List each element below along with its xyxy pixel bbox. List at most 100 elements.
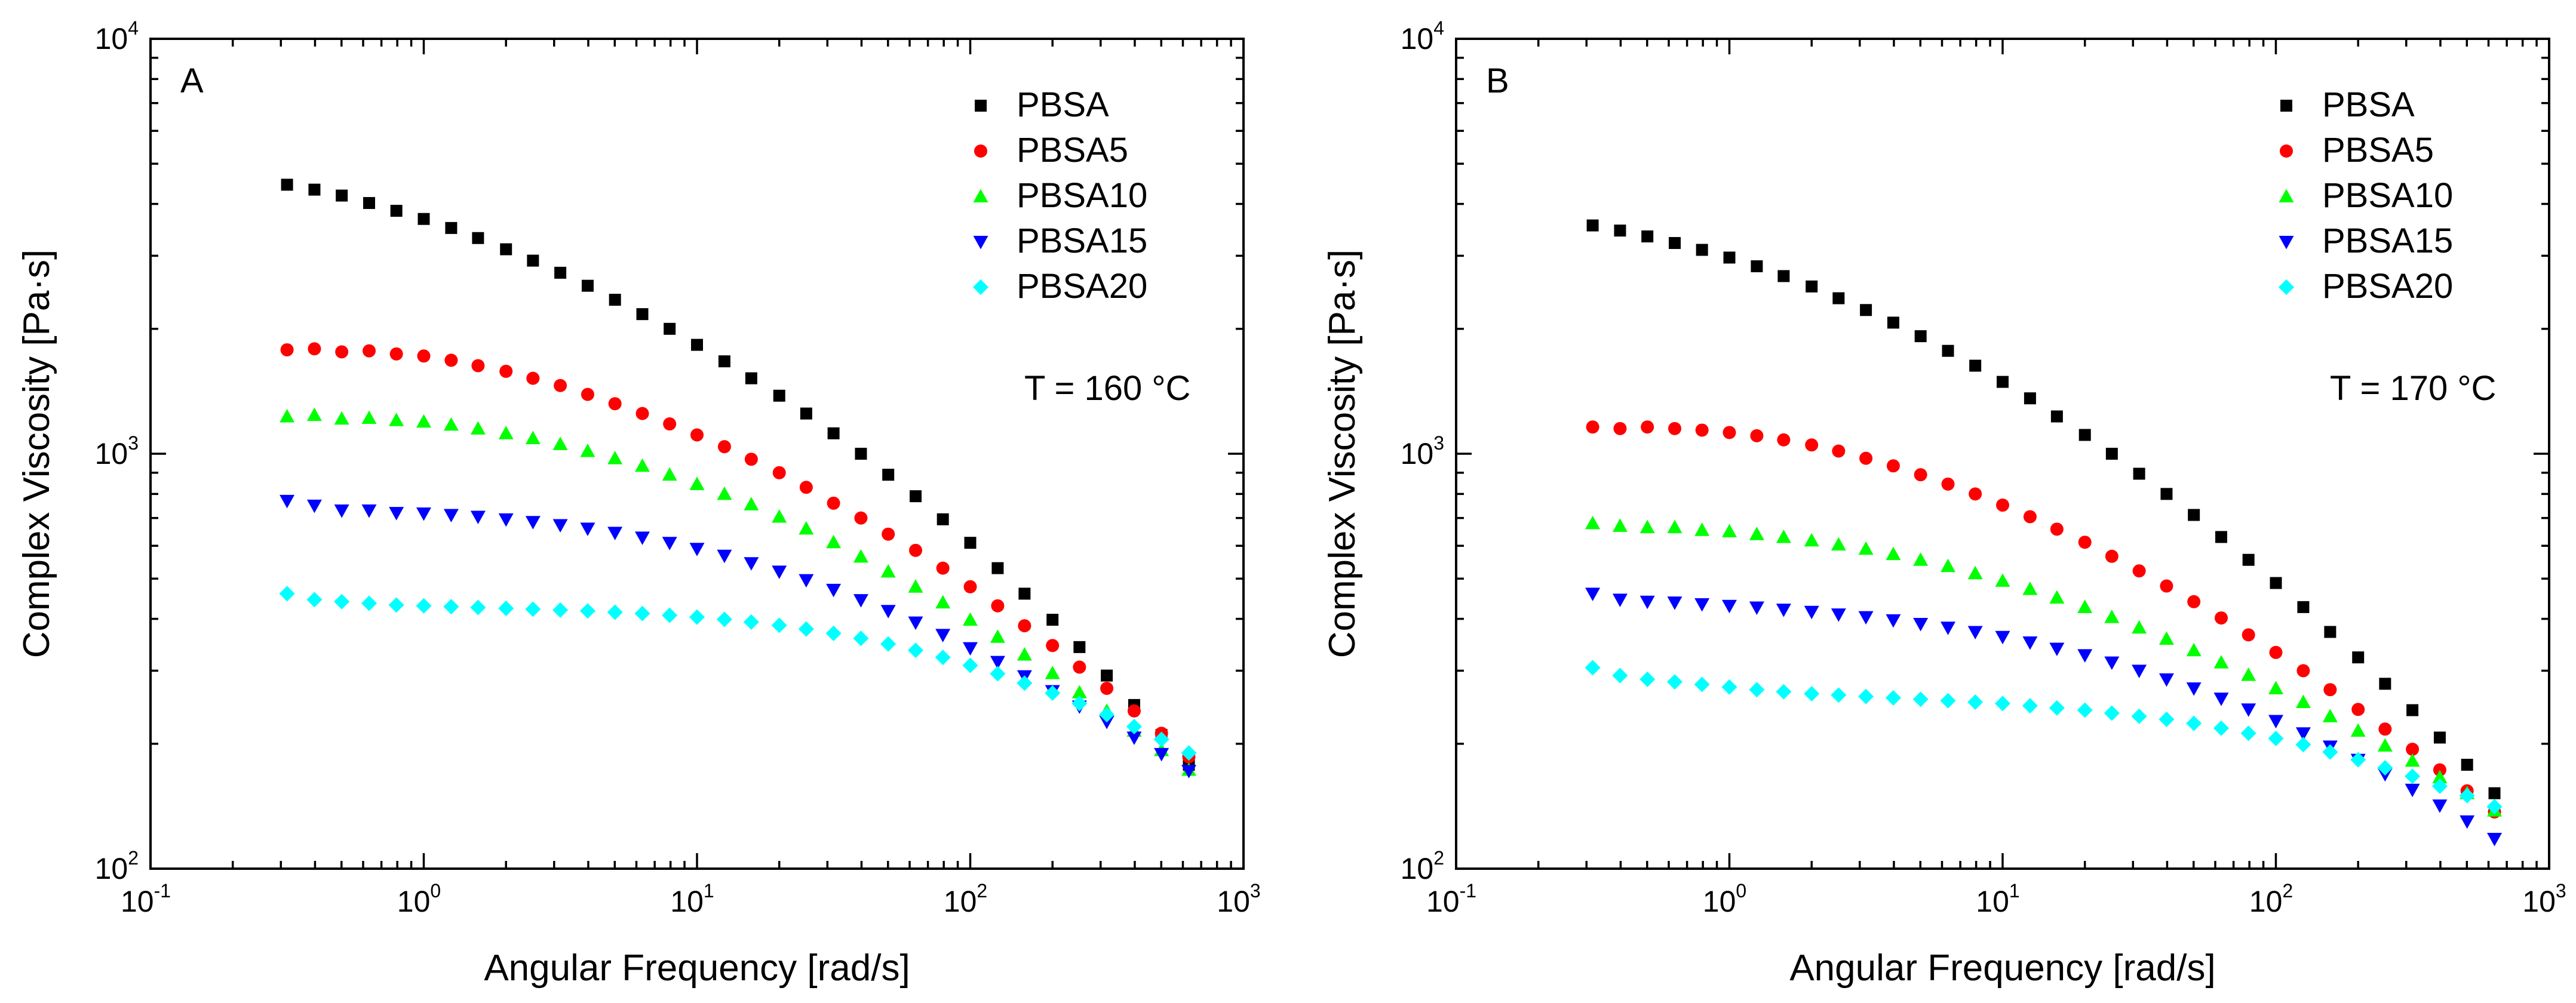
data-point <box>1639 671 1656 687</box>
data-point <box>2268 715 2283 729</box>
legend: PBSA PBSA5 PBSA10 PBSA15 PBSA20 <box>2279 85 2453 306</box>
data-point <box>990 629 1005 643</box>
data-point <box>826 583 842 598</box>
data-point <box>1667 674 1683 690</box>
data-point <box>1967 626 1983 639</box>
x-tick-label: 102 <box>944 880 987 918</box>
data-point <box>416 414 431 428</box>
data-point <box>1639 519 1655 534</box>
data-point <box>580 522 595 536</box>
data-point <box>2187 595 2201 608</box>
data-point <box>1832 444 1846 458</box>
legend-label: PBSA15 <box>1017 221 1147 260</box>
legend-marker <box>973 279 988 295</box>
data-point <box>1777 270 1790 282</box>
data-point <box>2132 620 2147 634</box>
data-point <box>1967 694 1984 710</box>
data-point <box>2186 682 2202 696</box>
data-point <box>1831 537 1846 551</box>
data-point <box>717 486 732 500</box>
data-point <box>1073 641 1086 653</box>
data-point <box>1045 685 1061 701</box>
data-point <box>1694 522 1710 536</box>
data-point <box>1667 596 1682 610</box>
data-point <box>1071 685 1087 699</box>
data-point <box>1585 660 1601 676</box>
data-point <box>1696 244 1708 256</box>
data-point <box>1941 622 1956 635</box>
data-point <box>772 509 787 523</box>
data-point <box>2105 448 2118 460</box>
data-point <box>1613 421 1627 435</box>
data-point <box>308 342 321 356</box>
data-point <box>1046 614 1059 626</box>
data-point <box>1912 691 1929 707</box>
data-point <box>498 513 514 527</box>
series-pbsa <box>1586 219 2501 799</box>
data-point <box>964 537 977 549</box>
data-point <box>908 579 923 593</box>
data-point <box>1612 593 1628 607</box>
data-point <box>1667 519 1682 534</box>
y-tick-label: 102 <box>95 847 139 885</box>
data-point <box>910 490 922 503</box>
data-point <box>2269 645 2283 659</box>
data-point <box>1914 330 1927 343</box>
y-tick-label: 103 <box>1401 432 1444 470</box>
data-point <box>609 294 621 306</box>
data-point <box>826 534 842 549</box>
data-point <box>1586 420 1599 434</box>
data-point <box>335 345 349 359</box>
data-point <box>1099 715 1114 730</box>
data-point <box>937 513 949 525</box>
data-point <box>608 397 622 411</box>
data-point <box>2213 655 2229 669</box>
data-point <box>363 344 376 358</box>
data-point <box>554 266 567 279</box>
data-point <box>799 521 814 535</box>
data-point <box>579 603 595 619</box>
data-point <box>470 421 486 435</box>
data-point <box>744 497 759 510</box>
data-point <box>2159 673 2174 687</box>
chart-panel-a: 10-1 100 101 102 103 102 103 104 Angular Frequen… <box>16 17 1261 989</box>
data-point <box>525 516 541 530</box>
data-point <box>1181 765 1197 779</box>
data-point <box>1804 533 1819 547</box>
data-point <box>2159 631 2174 645</box>
x-tick-label: 100 <box>1703 880 1746 918</box>
data-point <box>1181 745 1197 761</box>
data-point <box>1127 704 1141 718</box>
data-point <box>717 440 731 454</box>
x-tick-label: 101 <box>670 880 714 918</box>
data-point <box>1776 529 1791 543</box>
series-pbsa20 <box>1585 660 2503 815</box>
legend-marker <box>974 144 987 158</box>
data-point <box>2049 590 2065 604</box>
data-point <box>1126 731 1142 745</box>
data-point <box>2050 522 2064 536</box>
data-point <box>1831 608 1846 622</box>
data-point <box>2077 702 2093 718</box>
data-point <box>745 372 757 384</box>
data-point <box>1887 316 1899 329</box>
data-point <box>2295 727 2311 741</box>
data-point <box>1969 487 1982 501</box>
x-tick-label: 103 <box>2522 880 2566 918</box>
data-point <box>853 549 868 563</box>
data-point <box>744 453 758 466</box>
data-point <box>2241 667 2256 681</box>
data-point <box>527 254 539 267</box>
data-point <box>444 353 458 367</box>
legend-label: PBSA10 <box>1017 176 1147 215</box>
data-point <box>1045 665 1060 679</box>
data-point <box>743 614 759 630</box>
data-point <box>1749 682 1765 698</box>
data-point <box>525 430 541 444</box>
data-point <box>935 650 951 666</box>
data-point <box>279 586 295 602</box>
data-point <box>306 407 322 421</box>
legend-marker <box>973 189 988 202</box>
data-point <box>1941 558 1956 573</box>
